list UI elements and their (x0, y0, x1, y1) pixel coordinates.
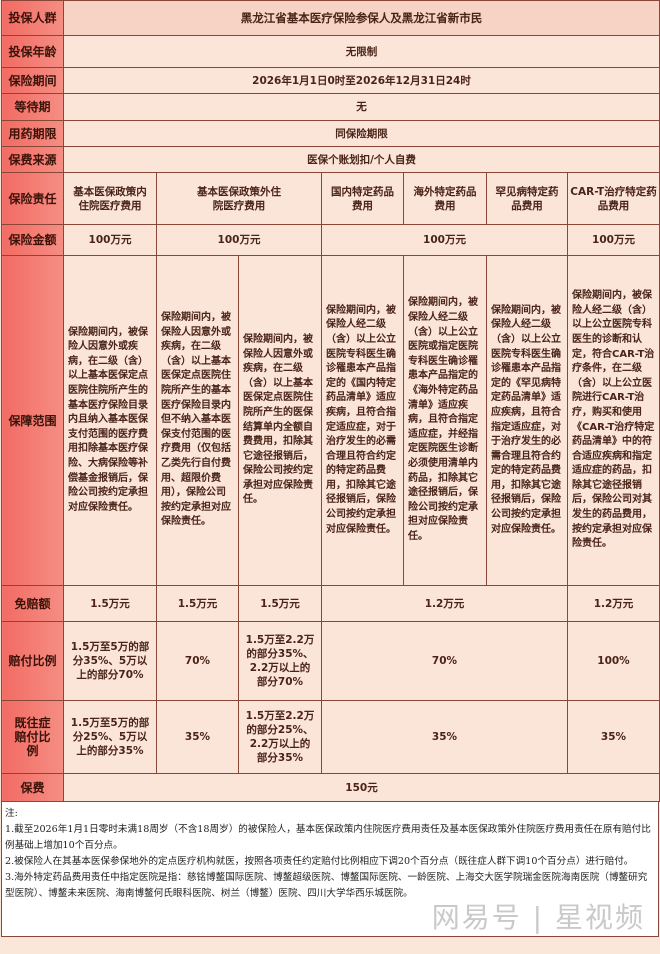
ratio-value: 70% (156, 621, 239, 701)
deductible-value: 1.5万元 (238, 585, 322, 622)
row-label: 保费来源 (1, 146, 64, 173)
deductible-value: 1.5万元 (156, 585, 239, 622)
row-premium: 保费 150元 (1, 773, 660, 802)
ratio-value: 1.5万至2.2万的部分35%、2.2万以上的部分70% (238, 621, 322, 701)
premium-value: 150元 (63, 773, 660, 802)
note-item: 3.海外特定药品费用责任中指定医院是指：慈铭博鳌国际医院、博鳌超级医院、博鳌国际… (5, 872, 648, 899)
row-waiting: 等待期 无 (1, 93, 660, 121)
notes-title: 注: (5, 808, 18, 819)
ratio-value: 100% (567, 621, 660, 701)
note-item: 1.截至2026年1月1日零时未满18周岁（不含18周岁）的被保险人，基本医保政… (5, 824, 651, 851)
waiting-value: 无 (63, 93, 660, 121)
premium-source-value: 医保个账划扣/个人自费 (63, 146, 660, 173)
row-label: 免赔额 (1, 585, 64, 622)
sum-insured-value: 100万元 (321, 224, 568, 256)
watermark: 网易号 | 星视频 (431, 901, 645, 934)
row-ratio: 赔付比例 1.5万至5万的部分35%、5万以上的部分70% 70% 1.5万至2… (1, 621, 660, 701)
liability-item: 基本医保政策外住院医疗费用 (156, 172, 322, 225)
deductible-value: 1.2万元 (321, 585, 568, 622)
row-label: 保费 (1, 773, 64, 802)
deductible-value: 1.5万元 (63, 585, 157, 622)
scope-text: 保险期间内，被保险人因意外或疾病，在二级（含）以上基本医保定点医院住院所产生的医… (238, 255, 322, 586)
scope-text: 保险期间内，被保险人经二级（含）以上公立医院专科医生确诊罹患本产品指定的《罕见病… (486, 255, 568, 586)
drug-period-value: 同保险期限 (63, 120, 660, 147)
preexisting-ratio-value: 35% (156, 700, 239, 774)
preexisting-ratio-value: 1.5万至5万的部分25%、5万以上的部分35% (63, 700, 157, 774)
row-label: 保险期间 (1, 67, 64, 94)
preexisting-ratio-value: 35% (321, 700, 568, 774)
row-drug-period: 用药期限 同保险期限 (1, 120, 660, 147)
ratio-value: 70% (321, 621, 568, 701)
notes-section: 注: 1.截至2026年1月1日零时未满18周岁（不含18周岁）的被保险人，基本… (1, 802, 659, 937)
age-value: 无限制 (63, 35, 660, 68)
row-sum-insured: 保险金额 100万元 100万元 100万元 100万元 (1, 224, 660, 256)
liability-item: 国内特定药品费用 (321, 172, 404, 225)
deductible-value: 1.2万元 (567, 585, 660, 622)
row-period: 保险期间 2026年1月1日0时至2026年12月31日24时 (1, 67, 660, 94)
row-label: 赔付比例 (1, 621, 64, 701)
sum-insured-value: 100万元 (156, 224, 322, 256)
row-label: 等待期 (1, 93, 64, 121)
row-label: 投保人群 (1, 0, 64, 36)
scope-text: 保险期间内，被保险人因意外或疾病，在二级（含）以上基本医保定点医院住院所产生的基… (63, 255, 157, 586)
liability-item: 海外特定药品费用 (403, 172, 487, 225)
insurance-table: 投保人群 黑龙江省基本医疗保险参保人及黑龙江省新市民 投保年龄 无限制 保险期间… (1, 0, 660, 802)
period-value: 2026年1月1日0时至2026年12月31日24时 (63, 67, 660, 94)
group-value: 黑龙江省基本医疗保险参保人及黑龙江省新市民 (63, 0, 660, 36)
liability-item: 罕见病特定药品费用 (486, 172, 568, 225)
scope-text: 保险期间内，被保险人因意外或疾病，在二级（含）以上基本医保定点医院住院所产生的基… (156, 255, 239, 586)
row-label: 保险责任 (1, 172, 64, 225)
scope-text: 保险期间内，被保险人经二级（含）以上公立医院专科医生确诊罹患本产品指定的《国内特… (321, 255, 404, 586)
row-label: 用药期限 (1, 120, 64, 147)
row-scope: 保障范围 保险期间内，被保险人因意外或疾病，在二级（含）以上基本医保定点医院住院… (1, 255, 660, 586)
row-liability: 保险责任 基本医保政策内住院医疗费用 基本医保政策外住院医疗费用 国内特定药品费… (1, 172, 660, 225)
sum-insured-value: 100万元 (567, 224, 660, 256)
row-label: 保障范围 (1, 255, 64, 586)
row-group: 投保人群 黑龙江省基本医疗保险参保人及黑龙江省新市民 (1, 0, 660, 36)
note-item: 2.被保险人在其基本医保参保地外的定点医疗机构就医，按照各项责任约定赔付比例相应… (5, 856, 634, 867)
ratio-value: 1.5万至5万的部分35%、5万以上的部分70% (63, 621, 157, 701)
scope-text: 保险期间内，被保险人经二级（含）以上公立医院专科医生的诊断和认定，符合CAR-T… (567, 255, 660, 586)
preexisting-ratio-value: 35% (567, 700, 660, 774)
row-label: 保险金额 (1, 224, 64, 256)
row-premium-source: 保费来源 医保个账划扣/个人自费 (1, 146, 660, 173)
sum-insured-value: 100万元 (63, 224, 157, 256)
liability-item: CAR-T治疗特定药品费用 (567, 172, 660, 225)
liability-item: 基本医保政策内住院医疗费用 (63, 172, 157, 225)
scope-text: 保险期间内，被保险人经二级（含）以上公立医院或指定医院专科医生确诊罹患本产品指定… (403, 255, 487, 586)
row-label: 既往症赔付比例 (1, 700, 64, 774)
row-preexisting-ratio: 既往症赔付比例 1.5万至5万的部分25%、5万以上的部分35% 35% 1.5… (1, 700, 660, 774)
row-label: 投保年龄 (1, 35, 64, 68)
row-age: 投保年龄 无限制 (1, 35, 660, 68)
row-deductible: 免赔额 1.5万元 1.5万元 1.5万元 1.2万元 1.2万元 (1, 585, 660, 622)
preexisting-ratio-value: 1.5万至2.2万的部分25%、2.2万以上的部分35% (238, 700, 322, 774)
